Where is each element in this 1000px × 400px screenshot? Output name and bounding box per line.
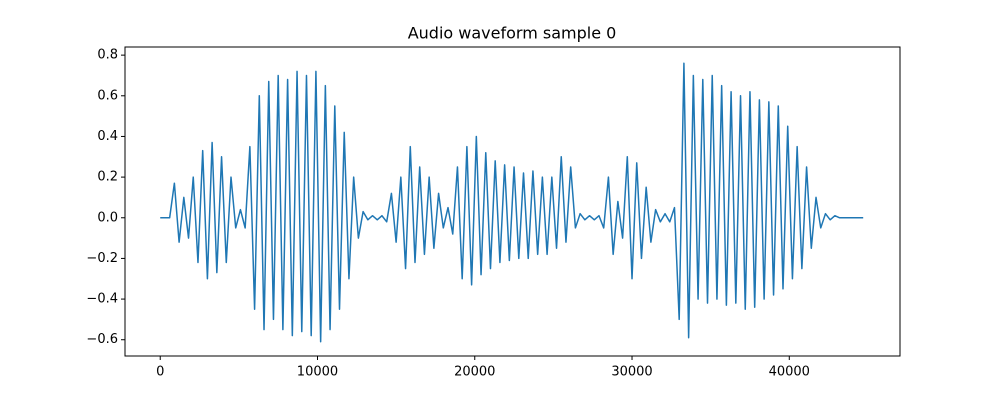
y-tick-label: 0.8	[97, 48, 118, 63]
y-tick-label: −0.2	[86, 251, 118, 266]
y-tick-label: 0.2	[97, 170, 118, 185]
x-tick-label: 0	[156, 365, 164, 380]
y-tick-label: −0.4	[86, 292, 118, 307]
x-tick-label: 20000	[454, 365, 495, 380]
x-tick-label: 30000	[611, 365, 652, 380]
y-tick-label: −0.6	[86, 332, 118, 347]
waveform-line	[160, 62, 864, 343]
chart-title: Audio waveform sample 0	[408, 24, 617, 43]
y-tick-label: 0.0	[97, 210, 118, 225]
axes-frame	[124, 46, 901, 357]
y-tick-label: 0.6	[97, 88, 118, 103]
x-tick-label: 10000	[297, 365, 338, 380]
x-tick-label: 40000	[769, 365, 810, 380]
y-tick-label: 0.4	[97, 129, 118, 144]
